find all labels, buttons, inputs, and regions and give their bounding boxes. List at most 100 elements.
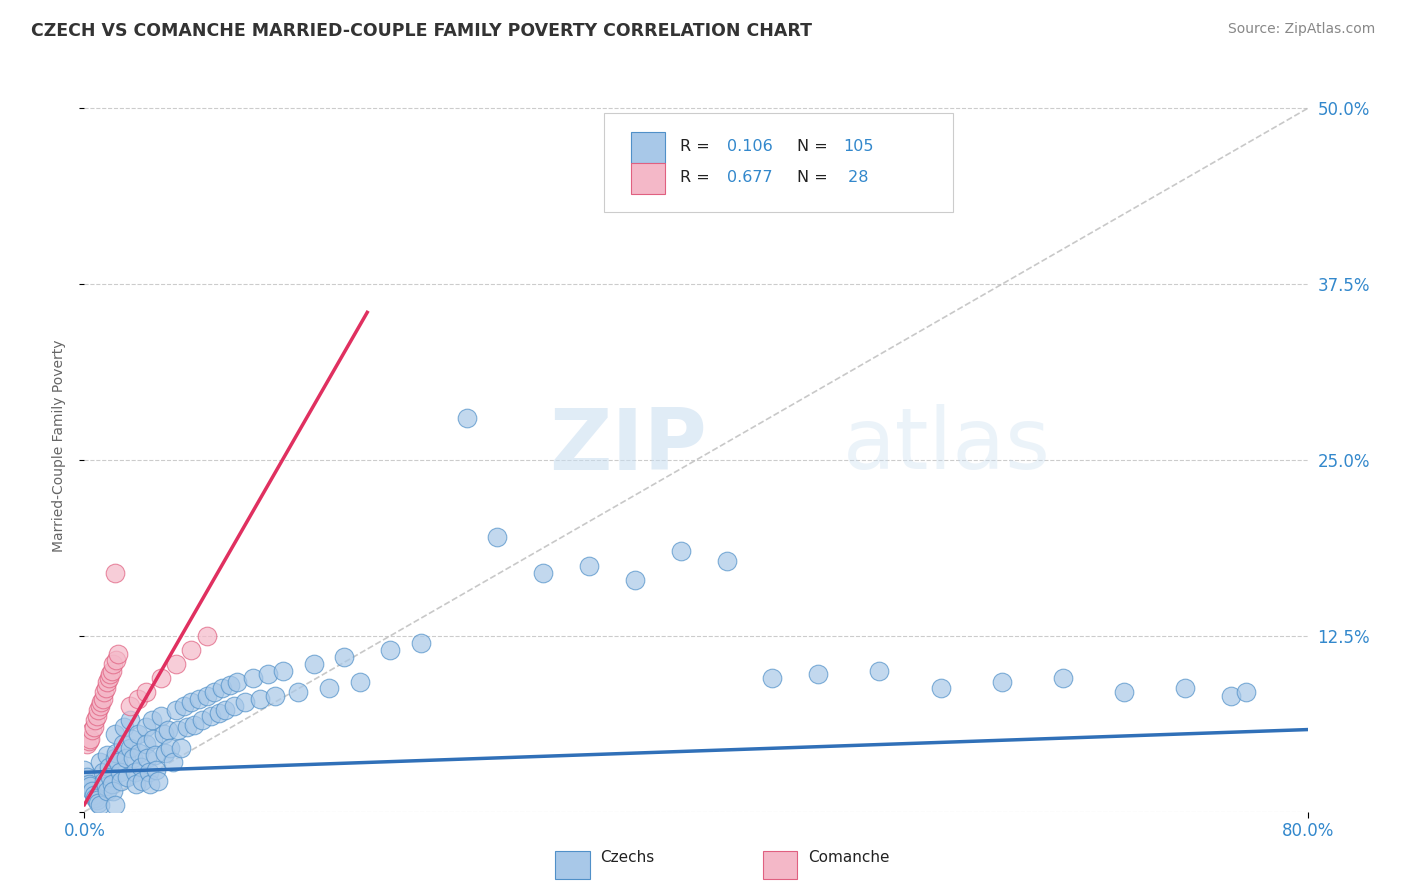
Point bbox=[155, 746, 177, 760]
Point bbox=[76, 770, 98, 784]
Point bbox=[195, 690, 218, 704]
Text: Source: ZipAtlas.com: Source: ZipAtlas.com bbox=[1227, 22, 1375, 37]
Point bbox=[110, 773, 132, 788]
Point bbox=[91, 765, 114, 780]
Point bbox=[188, 692, 211, 706]
Point bbox=[138, 765, 160, 780]
Point bbox=[97, 671, 120, 685]
Point bbox=[96, 783, 118, 797]
Point bbox=[183, 717, 205, 731]
Point bbox=[89, 699, 111, 714]
Point bbox=[127, 692, 149, 706]
Point bbox=[73, 763, 96, 777]
Point bbox=[165, 703, 187, 717]
Point bbox=[761, 671, 783, 685]
Point bbox=[211, 681, 233, 695]
Point bbox=[142, 731, 165, 746]
Point bbox=[83, 720, 105, 734]
Point bbox=[91, 692, 114, 706]
Point bbox=[98, 770, 121, 784]
FancyBboxPatch shape bbox=[763, 851, 797, 879]
Point bbox=[77, 734, 100, 748]
Point bbox=[224, 699, 246, 714]
Point bbox=[202, 685, 225, 699]
Point bbox=[129, 760, 152, 774]
Point bbox=[107, 647, 129, 661]
Point bbox=[170, 741, 193, 756]
Point bbox=[214, 703, 236, 717]
Point bbox=[124, 765, 146, 780]
Point bbox=[157, 723, 180, 738]
Point bbox=[869, 664, 891, 678]
Point bbox=[77, 776, 100, 790]
Point bbox=[578, 558, 600, 573]
Point bbox=[143, 748, 166, 763]
Point bbox=[669, 544, 692, 558]
Point bbox=[165, 657, 187, 671]
Point bbox=[103, 657, 125, 671]
Point bbox=[318, 681, 340, 695]
Point bbox=[86, 793, 108, 807]
Point bbox=[1052, 671, 1074, 685]
Point bbox=[135, 720, 157, 734]
Point bbox=[86, 709, 108, 723]
Text: CZECH VS COMANCHE MARRIED-COUPLE FAMILY POVERTY CORRELATION CHART: CZECH VS COMANCHE MARRIED-COUPLE FAMILY … bbox=[31, 22, 811, 40]
Point bbox=[114, 751, 136, 765]
Point bbox=[89, 797, 111, 812]
Point bbox=[249, 692, 271, 706]
Point bbox=[226, 675, 249, 690]
Point bbox=[380, 643, 402, 657]
Point bbox=[141, 714, 163, 728]
Point bbox=[120, 699, 142, 714]
Point bbox=[90, 695, 112, 709]
Point bbox=[104, 751, 127, 765]
Point bbox=[104, 566, 127, 580]
Point bbox=[159, 741, 181, 756]
Point bbox=[83, 788, 105, 802]
Point bbox=[79, 780, 101, 794]
Point bbox=[145, 763, 167, 777]
Point bbox=[191, 714, 214, 728]
Point bbox=[107, 756, 129, 770]
Text: ZIP: ZIP bbox=[550, 404, 707, 488]
Point bbox=[173, 699, 195, 714]
Point bbox=[105, 653, 128, 667]
Point bbox=[264, 690, 287, 704]
Text: 0.106: 0.106 bbox=[727, 139, 772, 154]
Point bbox=[624, 573, 647, 587]
Point bbox=[176, 720, 198, 734]
Point bbox=[531, 566, 554, 580]
Point bbox=[87, 797, 110, 811]
Point bbox=[98, 666, 121, 681]
FancyBboxPatch shape bbox=[605, 113, 953, 212]
Point bbox=[257, 666, 280, 681]
Text: 0.677: 0.677 bbox=[727, 170, 772, 185]
Point bbox=[104, 797, 127, 812]
Point bbox=[84, 714, 107, 728]
Point bbox=[180, 643, 202, 657]
Text: R =: R = bbox=[681, 170, 714, 185]
Point bbox=[120, 714, 142, 728]
Point bbox=[111, 737, 134, 751]
Point bbox=[807, 666, 830, 681]
Point bbox=[271, 664, 294, 678]
Text: R =: R = bbox=[681, 139, 714, 154]
Y-axis label: Married-Couple Family Poverty: Married-Couple Family Poverty bbox=[52, 340, 66, 552]
Text: 105: 105 bbox=[842, 139, 873, 154]
Point bbox=[149, 671, 172, 685]
Point bbox=[456, 410, 478, 425]
Point bbox=[302, 657, 325, 671]
Point bbox=[166, 723, 188, 738]
Point bbox=[93, 685, 115, 699]
Point bbox=[135, 737, 157, 751]
Point bbox=[96, 748, 118, 763]
FancyBboxPatch shape bbox=[631, 163, 665, 194]
FancyBboxPatch shape bbox=[631, 132, 665, 163]
Point bbox=[115, 770, 138, 784]
Point bbox=[76, 737, 98, 751]
Text: 28: 28 bbox=[842, 170, 869, 185]
Point bbox=[93, 773, 115, 788]
Point bbox=[1174, 681, 1197, 695]
Point bbox=[104, 727, 127, 741]
Point bbox=[97, 760, 120, 774]
